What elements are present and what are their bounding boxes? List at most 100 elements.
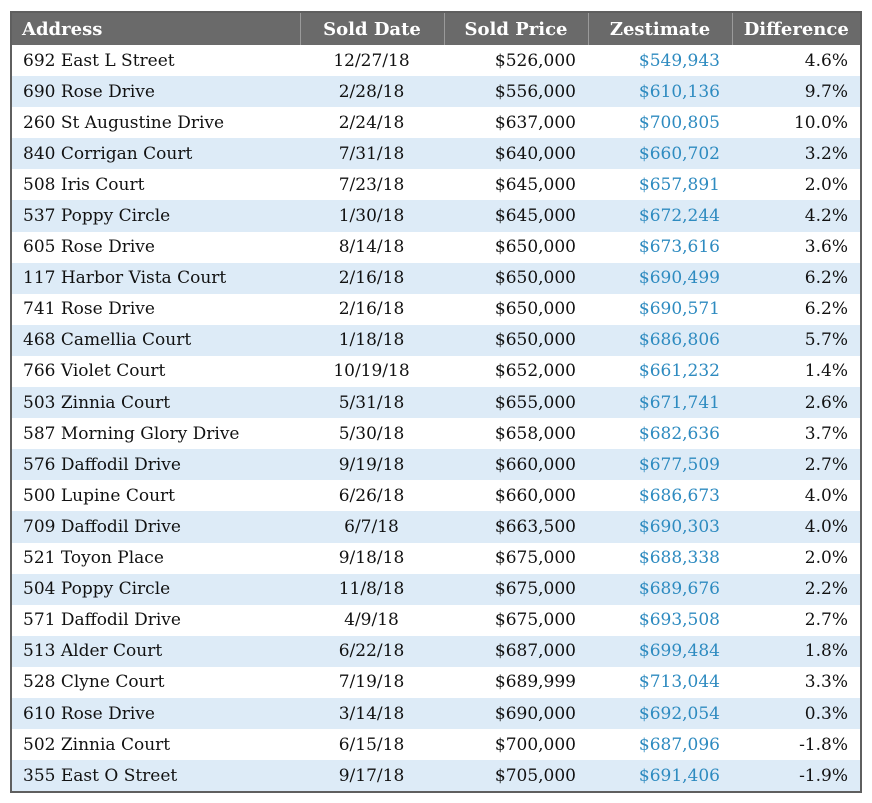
table-row: 117 Harbor Vista Court 2/16/18 $650,000 $69…	[12, 262, 860, 294]
sold-price-cell: $690,000	[444, 697, 588, 730]
zestimate-link[interactable]: $610,136	[588, 76, 732, 108]
address-cell: 610 Rose Drive	[12, 697, 300, 730]
sold-date-cell: 7/23/18	[300, 169, 444, 201]
sold-date-cell: 6/22/18	[300, 635, 444, 667]
table-row: 605 Rose Drive 8/14/18 $650,000 $673,616 3.6…	[12, 231, 860, 263]
sold-date-cell: 12/27/18	[300, 45, 444, 77]
address-cell: 500 Lupine Court	[12, 480, 300, 512]
table-row: 576 Daffodil Drive 9/19/18 $660,000 $677,50…	[12, 449, 860, 481]
table-row: 513 Alder Court 6/22/18 $687,000 $699,484 1.…	[12, 635, 860, 667]
column-header-address[interactable]: Address	[12, 13, 301, 45]
header-row: Address Sold Date Sold Price Zestimate D…	[12, 13, 860, 45]
sold-price-cell: $650,000	[444, 262, 588, 294]
difference-cell: 2.0%	[732, 169, 860, 201]
table-row: 840 Corrigan Court 7/31/18 $640,000 $660,70…	[12, 138, 860, 170]
zestimate-link[interactable]: $690,571	[588, 293, 732, 325]
table-row: 521 Toyon Place 9/18/18 $675,000 $688,338 2.…	[12, 542, 860, 574]
zestimate-link[interactable]: $686,806	[588, 324, 732, 356]
zestimate-link[interactable]: $661,232	[588, 355, 732, 388]
column-header-sold-date[interactable]: Sold Date	[300, 13, 445, 45]
column-header-zestimate[interactable]: Zestimate	[588, 13, 733, 45]
table-row: 741 Rose Drive 2/16/18 $650,000 $690,571 6.2…	[12, 293, 860, 325]
zestimate-link[interactable]: $682,636	[588, 418, 732, 450]
address-cell: 468 Camellia Court	[12, 324, 300, 356]
difference-cell: 3.2%	[732, 138, 860, 170]
sold-date-cell: 6/15/18	[300, 729, 444, 761]
zestimate-link[interactable]: $549,943	[588, 45, 732, 77]
difference-cell: 2.6%	[732, 387, 860, 419]
sold-price-cell: $660,000	[444, 480, 588, 512]
difference-cell: -1.8%	[732, 729, 860, 761]
sold-date-cell: 6/7/18	[300, 511, 444, 543]
zestimate-link[interactable]: $660,702	[588, 138, 732, 170]
address-cell: 571 Daffodil Drive	[12, 604, 300, 636]
column-header-sold-price[interactable]: Sold Price	[444, 13, 589, 45]
sold-date-cell: 9/18/18	[300, 542, 444, 574]
table-row: 692 East L Street 12/27/18 $526,000 $549,94…	[12, 45, 860, 77]
zestimate-link[interactable]: $657,891	[588, 169, 732, 201]
sold-date-cell: 4/9/18	[300, 604, 444, 636]
zestimate-link[interactable]: $693,508	[588, 604, 732, 636]
sold-price-cell: $650,000	[444, 231, 588, 263]
sold-date-cell: 10/19/18	[300, 355, 444, 388]
zestimate-link[interactable]: $691,406	[588, 760, 732, 792]
zestimate-link[interactable]: $671,741	[588, 387, 732, 419]
sold-price-cell: $655,000	[444, 387, 588, 419]
sold-price-cell: $556,000	[444, 76, 588, 108]
sold-date-cell: 2/24/18	[300, 107, 444, 139]
address-cell: 502 Zinnia Court	[12, 729, 300, 761]
sold-price-cell: $652,000	[444, 355, 588, 388]
sold-date-cell: 7/19/18	[300, 666, 444, 698]
sold-date-cell: 2/16/18	[300, 293, 444, 325]
sold-price-cell: $675,000	[444, 604, 588, 636]
zestimate-link[interactable]: $686,673	[588, 480, 732, 512]
column-header-difference[interactable]: Difference	[732, 13, 860, 45]
difference-cell: 5.7%	[732, 324, 860, 356]
difference-cell: 4.0%	[732, 511, 860, 543]
address-cell: 741 Rose Drive	[12, 293, 300, 325]
difference-cell: 10.0%	[732, 107, 860, 139]
difference-cell: 0.3%	[732, 697, 860, 730]
sold-date-cell: 2/28/18	[300, 76, 444, 108]
difference-cell: 6.2%	[732, 262, 860, 294]
table-row: 528 Clyne Court 7/19/18 $689,999 $713,044 3.…	[12, 666, 860, 698]
zestimate-link[interactable]: $692,054	[588, 697, 732, 730]
table-body: 692 East L Street 12/27/18 $526,000 $549,94…	[12, 45, 860, 792]
difference-cell: 2.0%	[732, 542, 860, 574]
sold-date-cell: 9/17/18	[300, 760, 444, 792]
address-cell: 576 Daffodil Drive	[12, 449, 300, 481]
zestimate-link[interactable]: $700,805	[588, 107, 732, 139]
table-row: 502 Zinnia Court 6/15/18 $700,000 $687,096-…	[12, 729, 860, 761]
sold-price-cell: $675,000	[444, 542, 588, 574]
address-cell: 605 Rose Drive	[12, 231, 300, 263]
zestimate-link[interactable]: $690,303	[588, 511, 732, 543]
sold-price-cell: $650,000	[444, 293, 588, 325]
difference-cell: 4.0%	[732, 480, 860, 512]
address-cell: 692 East L Street	[12, 45, 300, 77]
sold-date-cell: 9/19/18	[300, 449, 444, 481]
table-row: 503 Zinnia Court 5/31/18 $655,000 $671,741 2…	[12, 387, 860, 419]
address-cell: 503 Zinnia Court	[12, 387, 300, 419]
difference-cell: 4.2%	[732, 200, 860, 232]
difference-cell: -1.9%	[732, 760, 860, 792]
zestimate-link[interactable]: $699,484	[588, 635, 732, 667]
address-cell: 537 Poppy Circle	[12, 200, 300, 232]
sold-price-cell: $689,999	[444, 666, 588, 698]
zestimate-link[interactable]: $689,676	[588, 573, 732, 605]
zestimate-link[interactable]: $688,338	[588, 542, 732, 574]
sales-table-container: Address Sold Date Sold Price Zestimate D…	[10, 11, 862, 794]
address-cell: 117 Harbor Vista Court	[12, 262, 300, 294]
difference-cell: 3.6%	[732, 231, 860, 263]
table-row: 690 Rose Drive 2/28/18 $556,000 $610,136 9.7…	[12, 76, 860, 108]
table-row: 587 Morning Glory Drive 5/30/18 $658,000 $6…	[12, 418, 860, 450]
difference-cell: 4.6%	[732, 45, 860, 77]
sold-price-cell: $663,500	[444, 511, 588, 543]
zestimate-link[interactable]: $690,499	[588, 262, 732, 294]
zestimate-link[interactable]: $677,509	[588, 449, 732, 481]
address-cell: 260 St Augustine Drive	[12, 107, 300, 139]
zestimate-link[interactable]: $672,244	[588, 200, 732, 232]
zestimate-link[interactable]: $673,616	[588, 231, 732, 263]
zestimate-link[interactable]: $713,044	[588, 666, 732, 698]
sold-date-cell: 6/26/18	[300, 480, 444, 512]
zestimate-link[interactable]: $687,096	[588, 729, 732, 761]
